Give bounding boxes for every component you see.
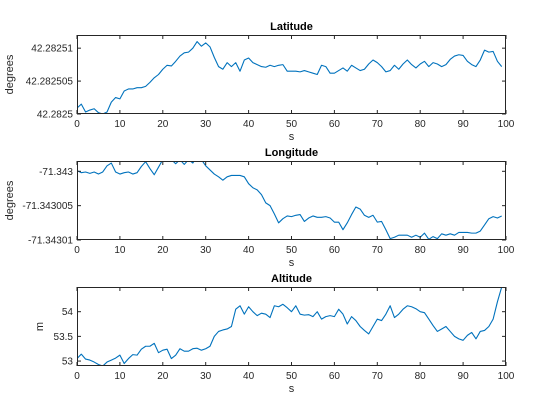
x-tick-label: 20 [157,119,169,130]
y-tick-label: 42.282505 [26,77,74,88]
y-tick-label: 54 [62,307,74,318]
x-tick-label: 100 [498,371,515,382]
y-tick-label: 42.2825 [37,110,74,121]
chart-title: Latitude [270,21,313,33]
chart-title: Altitude [271,273,312,285]
y-axis-label: degrees [4,180,16,220]
chart-longitude: 0 10 20 30 40 50 60 70 80 90 100 -71.34301 -71.34300… [4,147,515,269]
x-tick-label: 50 [286,245,298,256]
x-tick-label: 90 [458,119,470,130]
x-tick-label: 0 [74,371,80,382]
y-tick-label: 53.5 [54,332,74,343]
x-axis-label: s [289,257,295,269]
x-tick-label: 50 [286,119,298,130]
chart-latitude: 0 10 20 30 40 50 60 70 80 90 100 42.2825 42.282505 42… [4,21,515,143]
x-axis-label: s [289,131,295,143]
x-tick-label: 40 [243,119,255,130]
x-tick-label: 80 [415,119,427,130]
x-axis-label: s [289,383,295,395]
x-tick-label: 60 [329,371,341,382]
axes-frame [77,161,506,240]
x-tick-label: 0 [74,119,80,130]
axes-frame [77,287,506,366]
axes-frame [77,35,506,114]
x-tick-label: 70 [372,245,384,256]
x-tick-label: 30 [200,245,212,256]
x-tick-label: 60 [329,245,341,256]
x-tick-label: 80 [415,245,427,256]
chart-title: Longitude [265,147,318,159]
x-tick-label: 90 [458,245,470,256]
y-axis-label: degrees [4,54,16,94]
series-line [77,161,502,240]
x-tick-label: 90 [458,371,470,382]
x-tick-label: 30 [200,119,212,130]
x-tick-label: 0 [74,245,80,256]
y-tick-label: 42.28251 [31,44,73,55]
x-tick-label: 40 [243,245,255,256]
x-tick-label: 10 [114,245,126,256]
x-tick-label: 30 [200,371,212,382]
x-tick-label: 60 [329,119,341,130]
x-tick-label: 40 [243,371,255,382]
series-line [77,41,503,114]
x-tick-label: 70 [372,119,384,130]
y-tick-label: -71.343 [39,167,73,178]
x-tick-label: 20 [157,371,169,382]
x-tick-label: 10 [114,119,126,130]
x-tick-label: 100 [498,119,515,130]
y-tick-label: 53 [62,357,74,368]
series-line [77,287,503,366]
y-axis-label: m [34,322,46,331]
x-tick-label: 50 [286,371,298,382]
x-tick-label: 70 [372,371,384,382]
y-tick-label: -71.343005 [22,201,73,212]
y-tick-label: -71.34301 [28,236,73,247]
x-tick-label: 10 [114,371,126,382]
x-tick-label: 20 [157,245,169,256]
x-tick-label: 100 [498,245,515,256]
x-tick-label: 80 [415,371,427,382]
chart-altitude: 0 10 20 30 40 50 60 70 80 90 100 53 53.5 54 Altitude s m [34,273,515,395]
